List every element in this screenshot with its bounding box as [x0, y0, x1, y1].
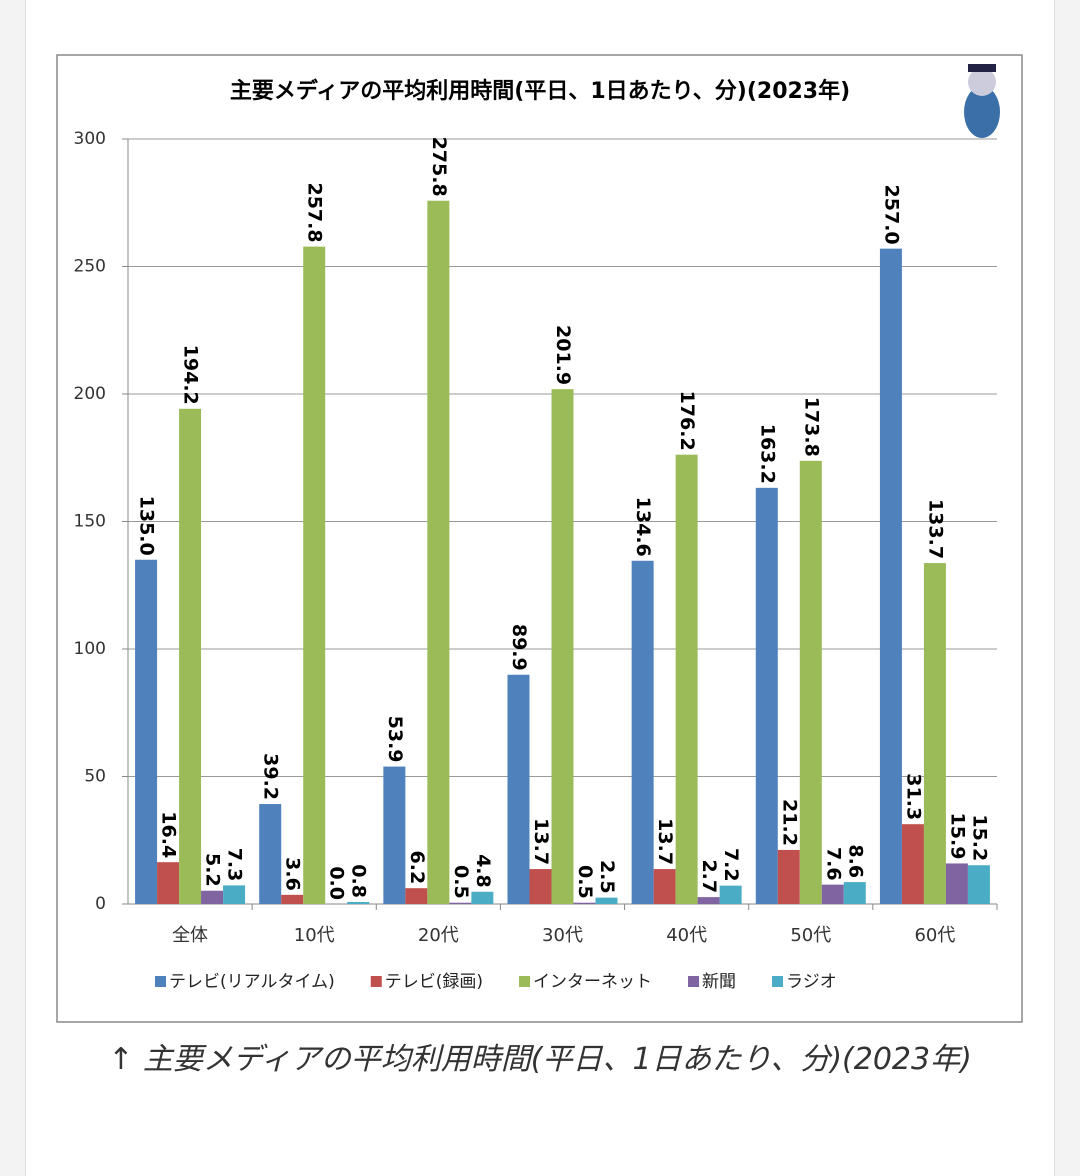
value-label: 134.6	[632, 497, 654, 557]
bar	[529, 869, 552, 904]
value-label: 163.2	[756, 424, 778, 484]
bar	[383, 766, 406, 904]
y-tick-label: 100	[74, 639, 106, 659]
bar	[157, 862, 180, 904]
value-label: 89.9	[508, 624, 530, 671]
bar	[223, 885, 246, 904]
value-label: 7.2	[720, 848, 742, 882]
x-tick-label: 20代	[418, 925, 459, 946]
bar	[303, 246, 326, 905]
bar	[821, 884, 844, 904]
value-label: 176.2	[676, 391, 698, 451]
bar	[259, 804, 282, 904]
value-label: 0.8	[348, 864, 370, 898]
bar	[595, 897, 618, 904]
legend-label: テレビ(リアルタイム)	[169, 972, 335, 992]
value-label: 16.4	[158, 811, 180, 858]
bar	[653, 869, 676, 904]
value-label: 275.8	[428, 137, 450, 197]
chart-frame	[56, 54, 1023, 1023]
bar	[507, 674, 530, 904]
legend-swatch	[688, 976, 700, 987]
value-label: 173.8	[800, 397, 822, 457]
value-label: 133.7	[924, 499, 946, 559]
bar	[573, 902, 596, 904]
bar	[923, 563, 946, 904]
legend-label: ラジオ	[786, 972, 837, 992]
value-label: 0.0	[326, 866, 348, 900]
bar	[675, 454, 698, 904]
y-tick-label: 50	[84, 767, 106, 787]
bar	[631, 560, 654, 904]
mascot	[964, 64, 1000, 138]
legend-swatch	[772, 976, 784, 987]
bar	[755, 487, 778, 904]
value-label: 2.7	[698, 859, 720, 893]
value-label: 257.8	[304, 183, 326, 243]
bar	[135, 559, 158, 904]
value-label: 6.2	[406, 851, 428, 885]
caption: ↑ 主要メディアの平均利用時間(平日、1日あたり、分)(2023年)	[108, 1042, 972, 1077]
value-label: 13.7	[530, 818, 552, 865]
bar	[405, 888, 428, 904]
value-label: 201.9	[552, 325, 574, 385]
bar	[281, 894, 304, 904]
value-label: 13.7	[654, 818, 676, 865]
y-tick-label: 200	[74, 384, 106, 404]
legend-swatch	[519, 976, 531, 987]
value-label: 7.6	[822, 847, 844, 881]
value-label: 3.6	[282, 857, 304, 891]
x-tick-label: 10代	[294, 925, 335, 946]
value-label: 7.3	[224, 848, 246, 882]
value-label: 135.0	[136, 496, 158, 556]
y-tick-label: 150	[74, 512, 106, 532]
y-tick-label: 0	[95, 894, 106, 914]
value-label: 2.5	[596, 860, 618, 894]
value-label: 5.2	[202, 853, 224, 887]
bar	[347, 901, 370, 904]
x-tick-label: 60代	[914, 925, 955, 946]
bar	[179, 408, 202, 904]
bar	[879, 248, 902, 904]
x-tick-label: 30代	[542, 925, 583, 946]
value-label: 53.9	[384, 716, 406, 763]
legend-label: テレビ(録画)	[385, 972, 483, 992]
bar	[697, 897, 720, 904]
value-label: 0.5	[574, 865, 596, 899]
legend-swatch	[370, 976, 382, 987]
bar	[201, 890, 224, 904]
value-label: 15.2	[968, 814, 990, 861]
chart-title: 主要メディアの平均利用時間(平日、1日あたり、分)(2023年)	[230, 78, 850, 104]
legend-label: インターネット	[533, 972, 652, 992]
y-tick-label: 250	[74, 257, 106, 277]
bar	[945, 863, 968, 904]
bar	[967, 865, 990, 904]
x-tick-label: 全体	[172, 925, 208, 946]
bar	[449, 902, 472, 904]
y-tick-label: 300	[74, 129, 106, 149]
value-label: 194.2	[180, 345, 202, 405]
bar	[799, 460, 822, 904]
bar	[843, 882, 866, 904]
value-label: 15.9	[946, 813, 968, 860]
value-label: 31.3	[902, 773, 924, 820]
bar	[551, 389, 574, 904]
bar	[901, 824, 924, 904]
value-label: 8.6	[844, 844, 866, 878]
value-label: 21.2	[778, 799, 800, 846]
legend-swatch	[155, 976, 166, 987]
value-label: 0.5	[450, 865, 472, 899]
bar	[427, 200, 450, 904]
bar	[777, 849, 800, 904]
value-label: 257.0	[880, 185, 902, 245]
bar	[719, 885, 742, 904]
value-label: 4.8	[472, 854, 494, 888]
bar	[471, 891, 494, 904]
x-tick-label: 50代	[790, 925, 831, 946]
value-label: 39.2	[260, 753, 282, 800]
legend-label: 新聞	[702, 972, 736, 992]
x-tick-label: 40代	[666, 925, 707, 946]
